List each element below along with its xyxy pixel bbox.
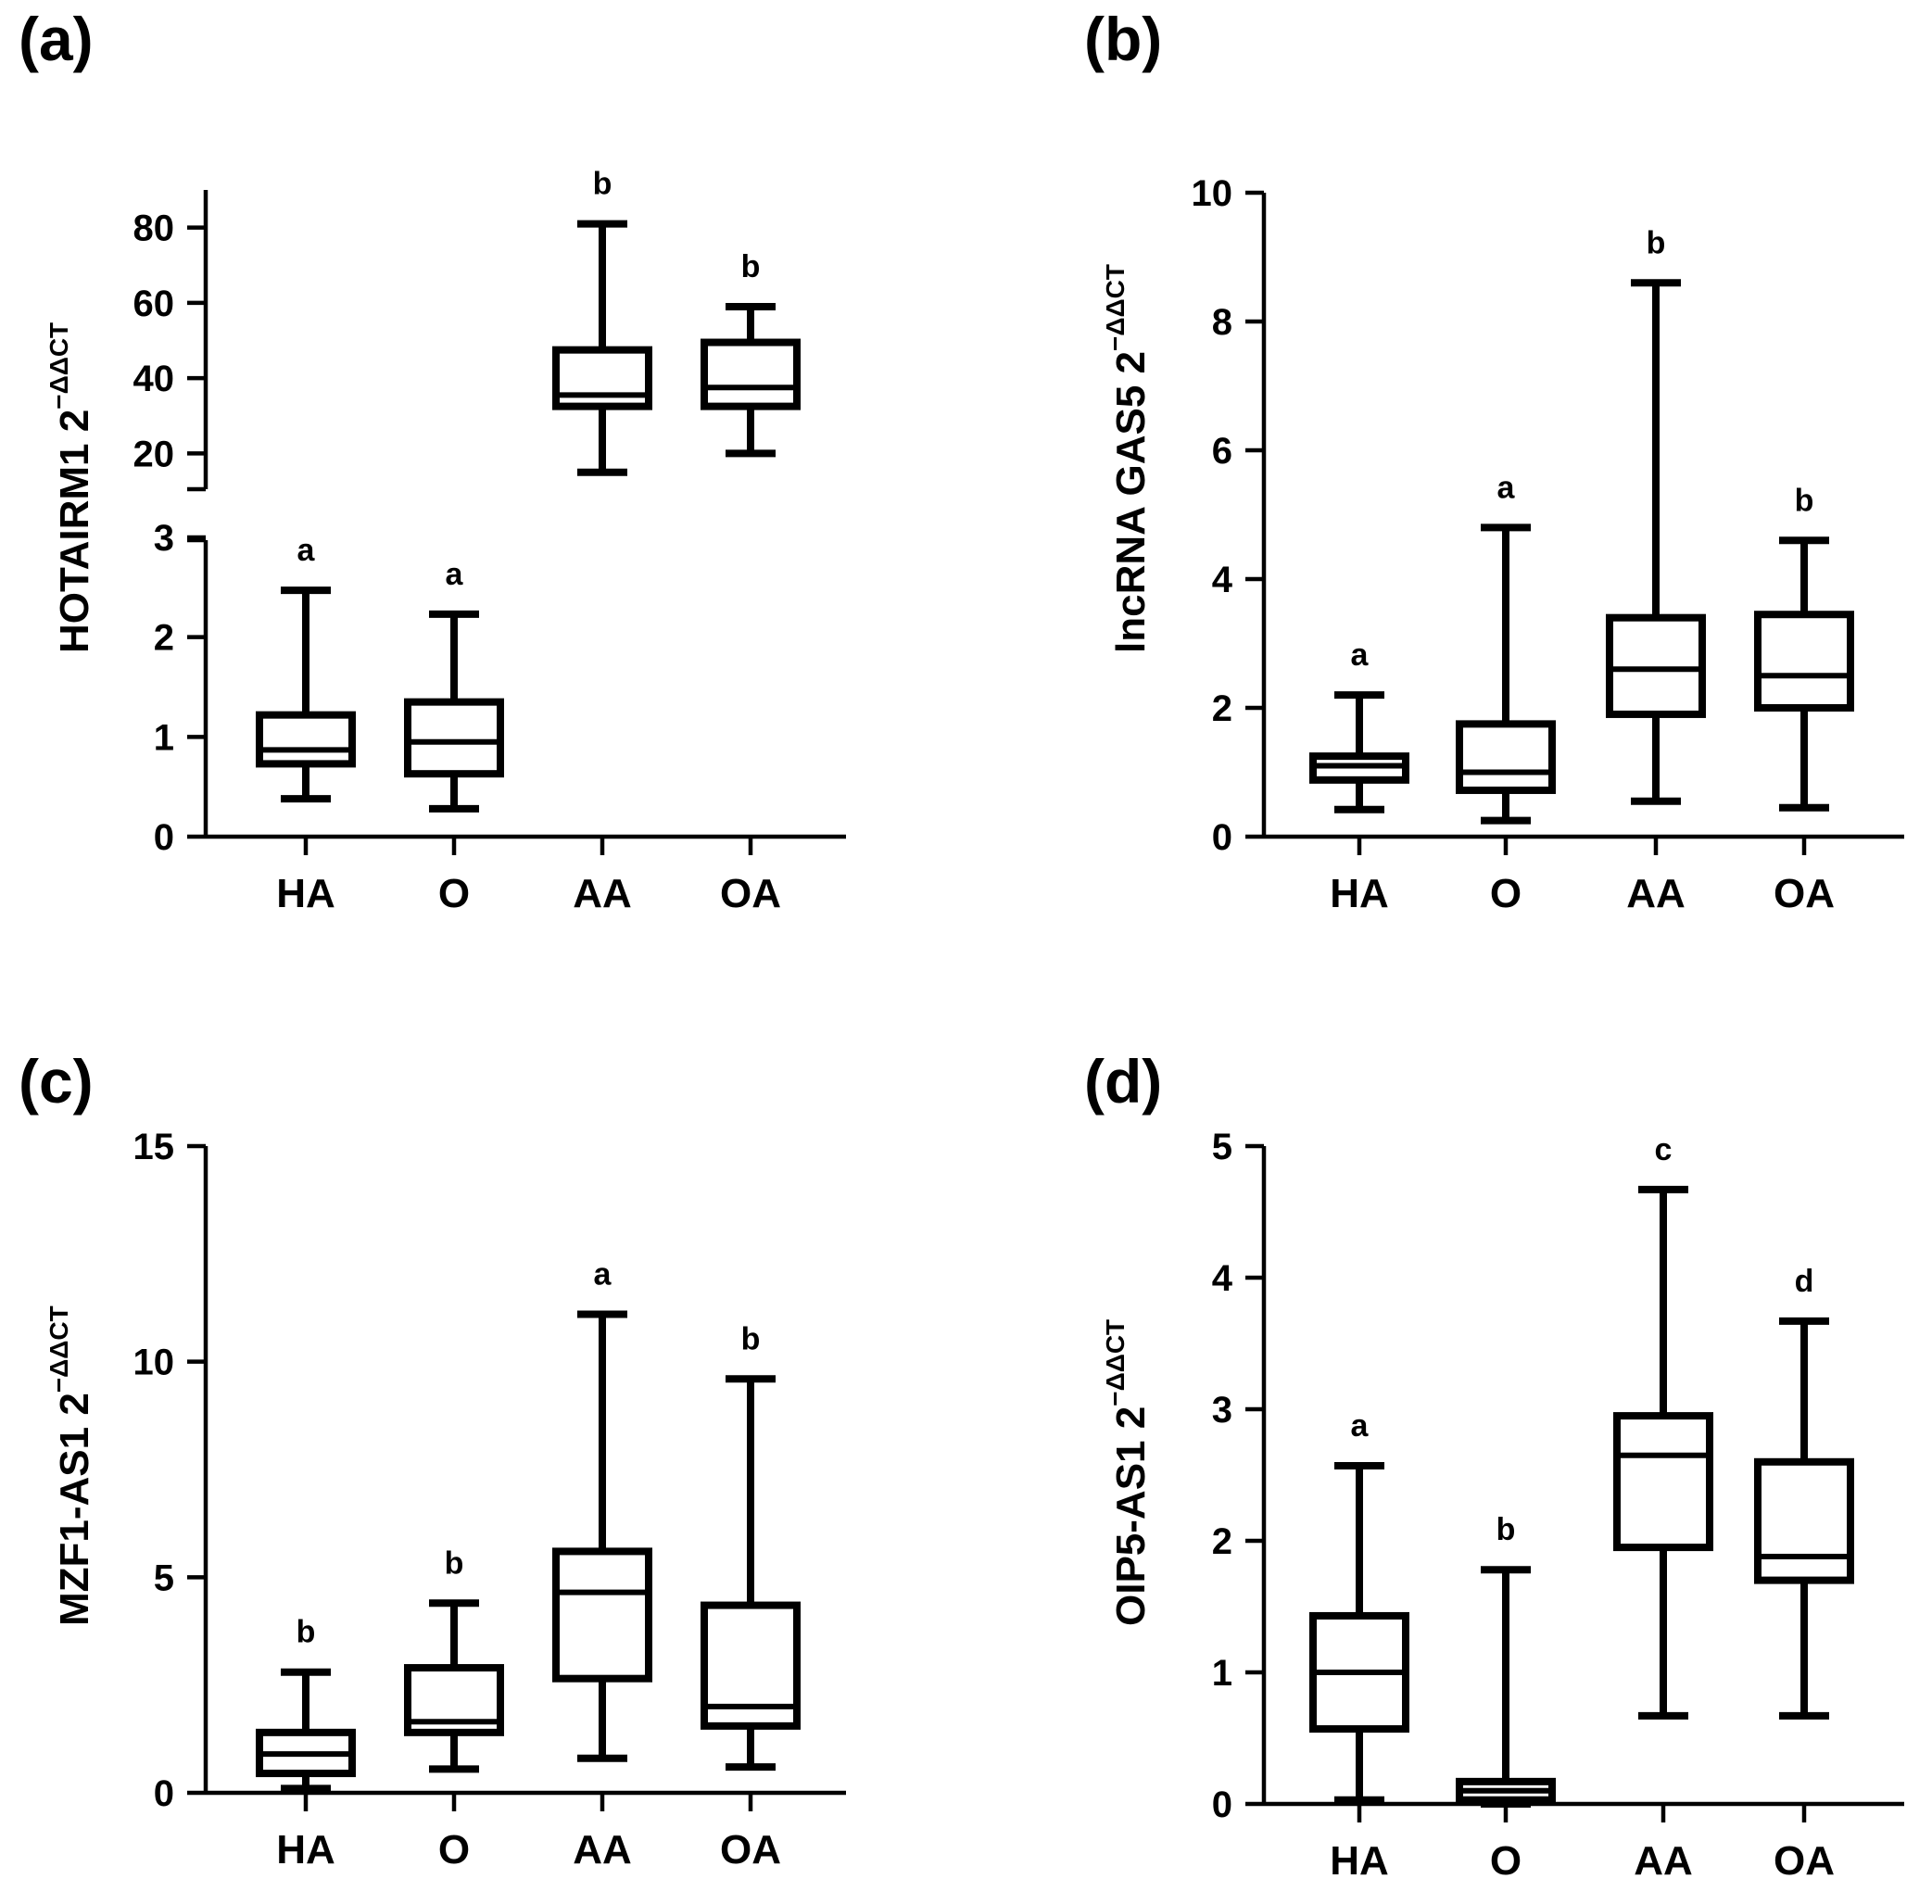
box-O [1456,720,1556,794]
significance-letter: b [1647,225,1666,260]
significance-letter: d [1795,1264,1814,1299]
y-axis-label-superscript: −ΔΔCT [1101,1319,1130,1406]
box-AA [552,346,652,410]
x-tick-label: OA [720,1827,781,1872]
box-AA [552,1547,652,1683]
box-OA [1754,611,1854,712]
x-tick-label: AA [1626,871,1686,916]
x-tick-label: O [1490,871,1522,916]
y-tick-label: 0 [154,1773,174,1814]
y-axis-label-base: HOTAIRM1 2 [52,410,97,653]
box-AA [1613,1412,1713,1552]
y-tick-label: 4 [1212,560,1233,600]
panel-a: (a) 0 1 2 3 20 40 60 80 HA O AA OA a a b b HOTAIRM1 2−ΔΔC… [19,5,846,916]
y-tick-label: 0 [1212,817,1232,858]
y-tick-label: 2 [1212,688,1232,729]
y-tick-label: 10 [133,1343,175,1383]
x-tick-label: HA [1330,1838,1389,1884]
y-tick-label: 80 [133,208,175,249]
y-axis-label: MZF1-AS1 2−ΔΔCT [44,1305,97,1626]
x-tick-label: O [1490,1838,1522,1884]
y-tick-label: 5 [1212,1127,1232,1167]
x-tick-label: HA [276,871,335,916]
significance-letter: b [741,1321,761,1356]
significance-letter: c [1655,1132,1673,1167]
y-tick-label: 0 [1212,1784,1232,1825]
x-tick-label: HA [1330,871,1389,916]
panel-label: (d) [1084,1047,1162,1116]
x-tick-label: OA [720,871,781,916]
y-axis-label-base: OIP5-AS1 2 [1108,1406,1154,1626]
y-tick-label: 4 [1212,1258,1233,1299]
y-tick-label: 5 [154,1557,174,1598]
significance-letter: a [297,533,316,568]
x-tick-label: O [438,871,470,916]
box-OA [701,338,801,410]
x-tick-label: O [438,1827,470,1872]
y-tick-label: 0 [154,817,174,858]
y-tick-label: 2 [154,618,174,659]
panel-b: (b) 0 2 4 6 8 10 HA O AA OA a a b b lncRNA GAS5 2−ΔΔCT [1084,5,1904,916]
x-tick-label: AA [1634,1838,1693,1884]
box-OA [1754,1457,1854,1584]
y-tick-label: 40 [133,359,175,399]
x-tick-label: HA [276,1827,335,1872]
significance-letter: a [1351,637,1370,673]
y-axis-label-superscript: −ΔΔCT [1101,264,1130,351]
y-tick-label: 15 [133,1127,175,1167]
box-HA [256,711,356,768]
significance-letter: b [593,167,612,202]
x-tick-label: AA [573,871,632,916]
y-axis-label-base: lncRNA GAS5 2 [1108,351,1154,653]
box-AA [1606,613,1706,718]
significance-letter: a [446,557,464,592]
significance-letter: a [1497,470,1516,505]
significance-letter: b [1496,1512,1516,1547]
box-O [404,698,504,778]
y-tick-label: 3 [1212,1390,1232,1431]
significance-letter: b [445,1545,464,1581]
panel-label: (b) [1084,5,1162,73]
significance-letter: b [741,249,761,284]
y-axis-label: HOTAIRM1 2−ΔΔCT [44,322,97,653]
y-tick-label: 1 [1212,1653,1232,1694]
x-tick-label: OA [1774,871,1835,916]
panel-label: (a) [19,5,94,73]
y-axis-label: lncRNA GAS5 2−ΔΔCT [1101,264,1154,653]
significance-letter: b [1795,483,1814,518]
y-tick-label: 10 [1192,173,1233,214]
y-tick-label: 3 [154,518,174,559]
y-tick-label: 1 [154,717,174,758]
x-tick-label: AA [573,1827,632,1872]
y-axis-label-superscript: −ΔΔCT [44,322,73,410]
significance-letter: a [594,1256,612,1292]
y-tick-label: 6 [1212,431,1232,472]
significance-letter: b [297,1615,316,1650]
y-axis-label-base: MZF1-AS1 2 [52,1393,97,1626]
y-axis-label-superscript: −ΔΔCT [44,1305,73,1393]
x-tick-label: OA [1774,1838,1835,1884]
significance-letter: a [1351,1408,1370,1444]
panel-label: (c) [19,1047,94,1116]
y-tick-label: 20 [133,434,175,474]
panel-d: (d) 0 1 2 3 4 5 HA O AA OA a b c d OIP5-AS1 2−ΔΔCT [1084,1047,1904,1884]
panel-c: (c) 0 5 10 15 HA O AA OA b b a b MZF1-AS1 2−ΔΔCT [19,1047,846,1872]
y-tick-label: 2 [1212,1521,1232,1562]
y-axis-label: OIP5-AS1 2−ΔΔCT [1101,1319,1154,1626]
y-tick-label: 60 [133,284,175,324]
y-tick-label: 8 [1212,302,1232,343]
